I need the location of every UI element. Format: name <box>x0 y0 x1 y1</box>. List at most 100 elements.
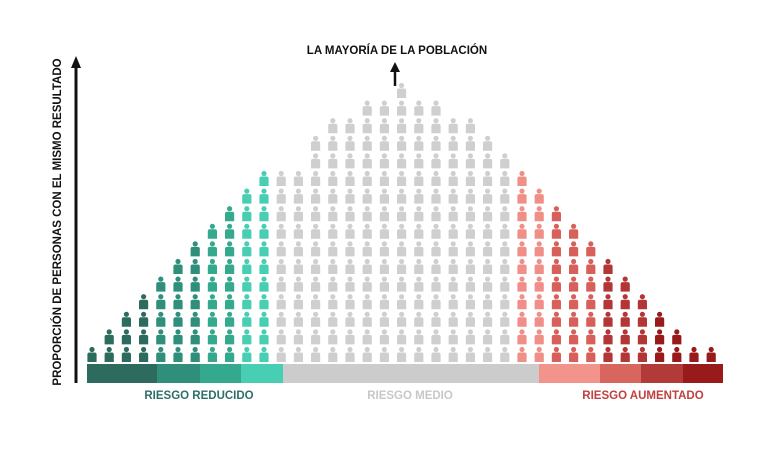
person-icon <box>259 241 269 257</box>
top-arrow <box>390 62 400 86</box>
person-icon <box>207 329 217 345</box>
person-icon <box>655 311 665 327</box>
person-icon <box>328 276 338 292</box>
person-icon <box>207 294 217 310</box>
person-icon <box>207 241 217 257</box>
person-icon <box>655 346 665 362</box>
person-icon <box>414 153 424 169</box>
person-icon <box>328 346 338 362</box>
person-icon <box>379 118 389 134</box>
person-icon <box>465 223 475 239</box>
person-icon <box>276 294 286 310</box>
person-icon <box>259 276 269 292</box>
person-icon <box>431 118 441 134</box>
person-icon <box>293 206 303 222</box>
person-icon <box>242 188 252 204</box>
person-icon <box>414 241 424 257</box>
person-icon <box>362 276 372 292</box>
person-icon <box>397 346 407 362</box>
person-icon <box>397 329 407 345</box>
person-icon <box>603 276 613 292</box>
person-icon <box>225 294 235 310</box>
person-icon <box>379 170 389 186</box>
person-icon <box>500 170 510 186</box>
person-icon <box>517 276 527 292</box>
label-medium-risk: RIESGO MEDIO <box>367 390 453 402</box>
person-icon <box>328 188 338 204</box>
person-icon <box>431 311 441 327</box>
bar-reduced-2 <box>157 364 200 383</box>
person-icon <box>207 276 217 292</box>
person-icon <box>362 329 372 345</box>
person-icon <box>534 346 544 362</box>
person-icon <box>500 311 510 327</box>
person-icon <box>242 241 252 257</box>
person-icon <box>379 329 389 345</box>
person-icon <box>465 206 475 222</box>
person-icon <box>551 223 561 239</box>
person-icon <box>328 294 338 310</box>
person-icon <box>87 346 97 362</box>
arrow-up-icon <box>390 62 400 72</box>
person-icon <box>569 329 579 345</box>
person-icon <box>448 346 458 362</box>
person-icon <box>328 311 338 327</box>
y-axis-label: PROPORCIÓN DE PERSONAS CON EL MISMO RESU… <box>51 58 64 385</box>
person-icon <box>586 346 596 362</box>
person-icon <box>173 258 183 274</box>
person-icon <box>534 188 544 204</box>
person-icon <box>345 294 355 310</box>
person-icon <box>225 223 235 239</box>
person-icon <box>465 153 475 169</box>
person-icon <box>242 258 252 274</box>
person-icon <box>345 170 355 186</box>
person-icon <box>431 276 441 292</box>
person-icon <box>397 241 407 257</box>
person-icon <box>551 329 561 345</box>
person-icon <box>225 241 235 257</box>
person-icon <box>311 135 321 151</box>
person-icon <box>311 223 321 239</box>
person-icon <box>517 311 527 327</box>
person-icon <box>379 100 389 116</box>
person-icon <box>448 294 458 310</box>
person-icon <box>414 100 424 116</box>
person-icon <box>276 311 286 327</box>
person-icon <box>414 294 424 310</box>
person-icon <box>465 258 475 274</box>
person-icon <box>414 346 424 362</box>
person-icon <box>362 294 372 310</box>
person-icon <box>465 135 475 151</box>
person-icon <box>121 311 131 327</box>
person-icon <box>328 329 338 345</box>
person-icon <box>259 188 269 204</box>
person-icon <box>276 170 286 186</box>
person-icon <box>293 276 303 292</box>
person-icon <box>500 276 510 292</box>
person-icon <box>362 346 372 362</box>
person-icon <box>431 346 441 362</box>
person-icon <box>569 276 579 292</box>
person-icon <box>465 188 475 204</box>
person-icon <box>259 311 269 327</box>
person-icon <box>311 329 321 345</box>
person-icon <box>534 294 544 310</box>
person-icon <box>465 241 475 257</box>
person-icon <box>293 294 303 310</box>
person-icon <box>276 223 286 239</box>
person-icon <box>431 258 441 274</box>
person-icon <box>586 276 596 292</box>
person-icon <box>397 206 407 222</box>
person-icon <box>551 276 561 292</box>
person-icon <box>569 311 579 327</box>
person-icon <box>225 206 235 222</box>
person-icon <box>328 206 338 222</box>
person-icon <box>293 188 303 204</box>
person-icon <box>173 346 183 362</box>
person-icon <box>620 276 630 292</box>
person-icon <box>483 329 493 345</box>
person-icon <box>311 206 321 222</box>
person-icon <box>397 82 407 98</box>
person-icon <box>225 311 235 327</box>
person-icon <box>362 170 372 186</box>
